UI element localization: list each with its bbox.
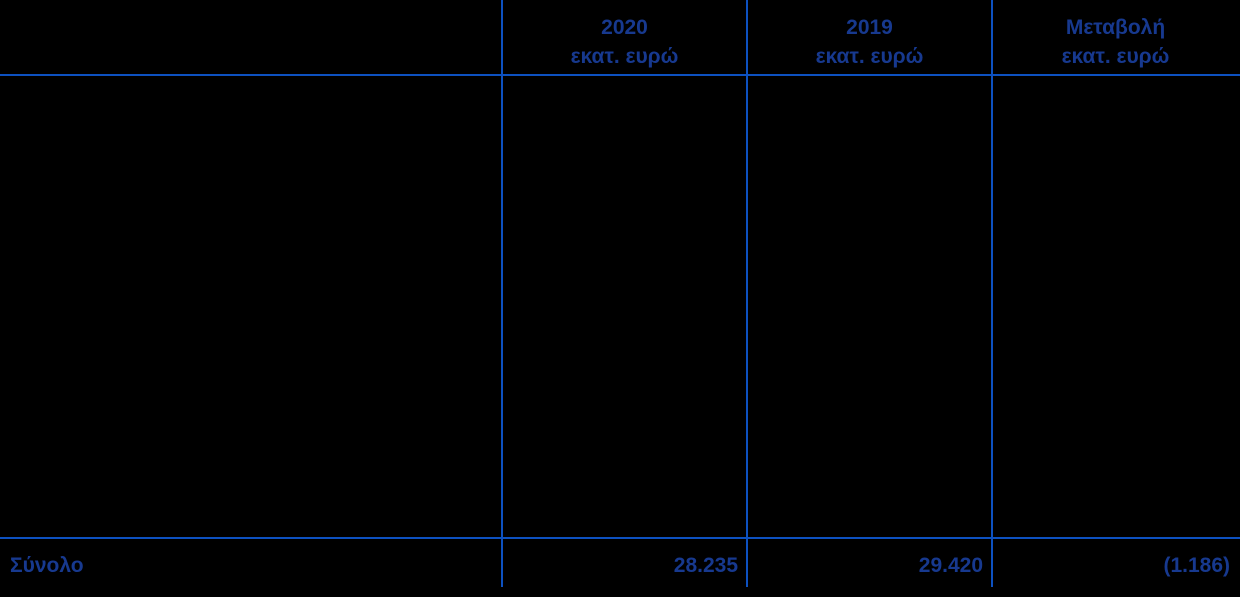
header-cell-2019: 2019 εκατ. ευρώ: [748, 13, 991, 71]
total-row-label: Σύνολο: [10, 554, 84, 577]
column-divider-line-1: [501, 0, 503, 587]
header-title-change: Μεταβολή: [1065, 16, 1166, 39]
header-unit-2020: εκατ. ευρώ: [570, 45, 679, 68]
header-unit-change: εκατ. ευρώ: [1061, 45, 1170, 68]
column-divider-line-3: [991, 0, 993, 587]
total-value-change: (1.186): [1163, 554, 1230, 577]
column-divider-line-2: [746, 0, 748, 587]
table-body-empty: [0, 76, 1240, 537]
total-value-2019: 29.420: [918, 554, 983, 577]
header-unit-2019: εκατ. ευρώ: [815, 45, 924, 68]
total-separator-line: [0, 537, 1240, 539]
header-cell-2020: 2020 εκατ. ευρώ: [503, 13, 746, 71]
header-year-2019: 2019: [846, 16, 893, 39]
total-value-2020: 28.235: [673, 554, 738, 577]
header-separator-line: [0, 74, 1240, 76]
header-cell-change: Μεταβολή εκατ. ευρώ: [993, 13, 1238, 71]
header-year-2020: 2020: [601, 16, 648, 39]
